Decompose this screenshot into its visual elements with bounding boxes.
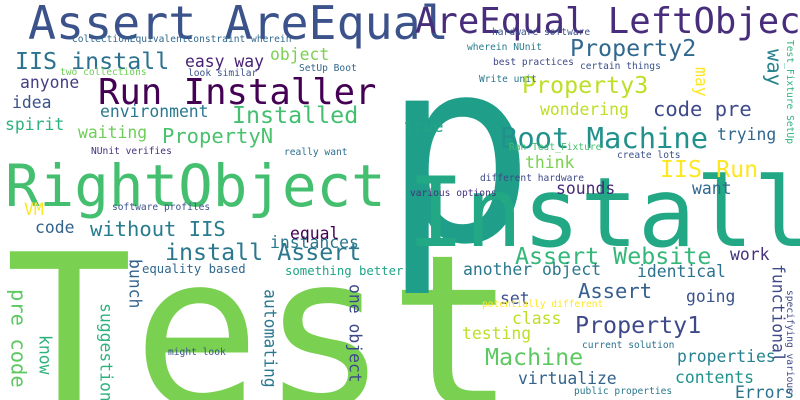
word-one-object: one object (345, 284, 365, 383)
word-easy-way: easy way (185, 52, 264, 72)
word-another-object: another object (463, 260, 602, 280)
word-way: way (762, 49, 787, 87)
word-assert-areequal: Assert AreEqual (28, 0, 449, 51)
word-trying: trying (717, 125, 777, 145)
word-might-look: might look (168, 346, 226, 358)
word-work: work (730, 245, 770, 265)
word-going: going (686, 287, 736, 307)
word-hardware-software: hardware software (492, 26, 591, 38)
word-areequal-leftobject: AreEqual LeftObject (415, 0, 800, 42)
word-ran-test-fixture: Ran Test_Fixture (509, 141, 602, 153)
word-assert: Assert (578, 279, 653, 304)
word-certain-things: certain things (580, 60, 661, 72)
word-something-better: something better (285, 263, 404, 278)
word-run-installer: Run Installer (98, 71, 377, 113)
word-spirit: spirit (5, 115, 65, 135)
word-installed: Installed (232, 102, 359, 130)
word-create-lots: create lots (617, 149, 681, 161)
word-without-iis: without IIS (90, 217, 226, 242)
word-write-unit: Write unit (479, 73, 537, 85)
word-bunch: bunch (125, 259, 145, 309)
word-think: think (525, 153, 575, 173)
word-vm: VM (24, 200, 44, 220)
word-different-hardware: different hardware (480, 172, 584, 184)
word-wherein-nunit: wherein NUnit (467, 41, 543, 53)
word-contents: contents (675, 368, 754, 388)
word-wondering: wondering (540, 100, 629, 120)
word-may: may (691, 67, 711, 97)
word-set: set (500, 289, 530, 309)
word-potentially-different: potentially different (482, 298, 604, 310)
word-suggestions: suggestions (96, 303, 116, 400)
word-environment: environment (100, 102, 209, 122)
word-pre-code: pre code (6, 289, 31, 388)
word-idea: idea (12, 93, 52, 113)
word-p: p (382, 3, 536, 301)
word-equal: equal (290, 224, 340, 244)
word-collectionequivalentconstraint-wherein: CollectionEquivalentConstraint wherein (72, 33, 292, 45)
word-setup-boot: SetUp Boot (299, 62, 357, 74)
word-test: Test (5, 209, 517, 400)
word-specifying-various: specifying various (784, 289, 796, 394)
word-know: know (35, 335, 55, 375)
word-instances: instances (270, 233, 359, 253)
word-nunit-verifies: NUnit verifies (91, 145, 172, 157)
word-true: true (404, 117, 444, 137)
word-equality-based: equality based (142, 261, 246, 276)
word-identical: identical (637, 262, 726, 282)
word-installer: Installer (407, 157, 800, 270)
word-property2: Property2 (570, 35, 697, 63)
word-install-assert: install Assert (165, 239, 362, 267)
word-assert-website: Assert Website (515, 243, 712, 271)
word-code: code (35, 218, 75, 238)
word-testing: testing (462, 324, 532, 344)
word-code-pre: code pre (653, 97, 752, 122)
word-boot-machine: Boot Machine (500, 120, 709, 155)
word-errors: Errors (735, 383, 795, 400)
word-sounds: sounds (556, 179, 616, 199)
word-automating: automating (260, 289, 280, 388)
word-look-similar: look similar (188, 67, 258, 79)
word-iis-install: IIS install (15, 48, 170, 76)
word-software-profiles: software profiles (112, 201, 211, 213)
word-really-want: really want (284, 146, 348, 158)
word-waiting: waiting (78, 123, 148, 143)
word-current-solution: current solution (582, 339, 675, 351)
word-want: want (692, 179, 732, 199)
word-properties: properties (677, 347, 776, 367)
word-public-properties: public properties (574, 385, 673, 397)
word-best-practices: best practices (493, 56, 574, 68)
word-property3: Property3 (522, 72, 649, 100)
word-various-options: various options (410, 187, 497, 199)
word-test-fixture-setup: Test_Fixture SetUp (784, 39, 796, 144)
word-iis-run: IIS Run (660, 156, 759, 184)
word-class: class (512, 309, 562, 329)
word-object: object (270, 45, 330, 65)
word-two-collections: two collections (60, 66, 147, 78)
word-propertyn: PropertyN (162, 124, 274, 149)
word-anyone: anyone (20, 73, 80, 93)
word-property1: Property1 (575, 312, 702, 340)
word-virtualize: virtualize (518, 369, 617, 389)
word-machine: Machine (485, 344, 584, 372)
word-rightobject: RightObject (5, 152, 386, 220)
